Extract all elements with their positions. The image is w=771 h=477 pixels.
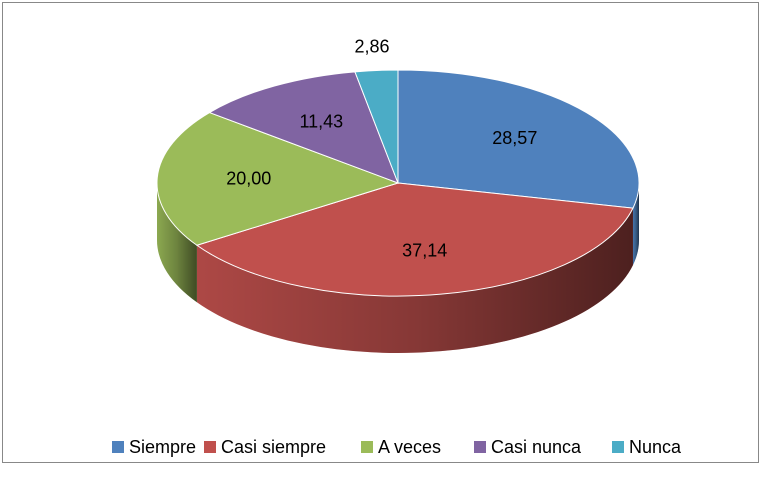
legend-swatch [474, 441, 486, 453]
legend-label: Nunca [629, 437, 682, 457]
legend-swatch [361, 441, 373, 453]
slice [195, 182, 634, 297]
data-label: 11,43 [299, 112, 343, 132]
legend-swatch [612, 441, 624, 453]
data-label: 28,57 [492, 128, 537, 148]
slice-side-shade [632, 183, 639, 266]
legend-label: Siempre [129, 437, 196, 457]
legend-label: Casi nunca [491, 437, 582, 457]
data-label: 2,86 [355, 37, 390, 57]
legend-swatch [112, 441, 124, 453]
slice-side-shade [157, 183, 197, 303]
slice [156, 112, 400, 246]
data-label: 20,00 [226, 169, 271, 189]
slice [208, 71, 399, 184]
slice [354, 69, 399, 184]
data-label: 37,14 [402, 241, 447, 261]
slice [397, 69, 640, 209]
legend-label: A veces [378, 437, 441, 457]
slice-side-shade [196, 208, 633, 354]
legend-label: Casi siempre [221, 437, 326, 457]
legend-swatch [204, 441, 216, 453]
